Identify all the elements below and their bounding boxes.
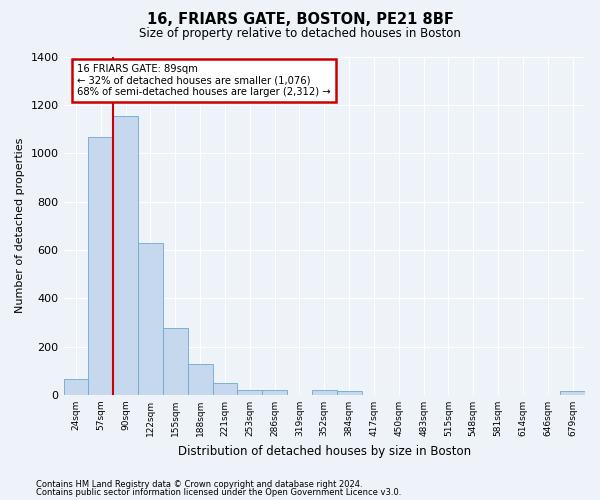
Text: 16 FRIARS GATE: 89sqm
← 32% of detached houses are smaller (1,076)
68% of semi-d: 16 FRIARS GATE: 89sqm ← 32% of detached … [77, 64, 331, 97]
Y-axis label: Number of detached properties: Number of detached properties [15, 138, 25, 314]
Bar [138, 242, 163, 395]
Text: 16, FRIARS GATE, BOSTON, PE21 8BF: 16, FRIARS GATE, BOSTON, PE21 8BF [146, 12, 454, 28]
Bar [262, 390, 287, 395]
Bar [163, 328, 188, 395]
Bar [337, 392, 362, 395]
Bar [560, 392, 585, 395]
Text: Size of property relative to detached houses in Boston: Size of property relative to detached ho… [139, 28, 461, 40]
Text: Contains public sector information licensed under the Open Government Licence v3: Contains public sector information licen… [36, 488, 401, 497]
Bar [212, 384, 238, 395]
Text: Contains HM Land Registry data © Crown copyright and database right 2024.: Contains HM Land Registry data © Crown c… [36, 480, 362, 489]
Bar [113, 116, 138, 395]
X-axis label: Distribution of detached houses by size in Boston: Distribution of detached houses by size … [178, 444, 471, 458]
Bar [88, 137, 113, 395]
Bar [64, 379, 88, 395]
Bar [312, 390, 337, 395]
Bar [188, 364, 212, 395]
Bar [238, 390, 262, 395]
